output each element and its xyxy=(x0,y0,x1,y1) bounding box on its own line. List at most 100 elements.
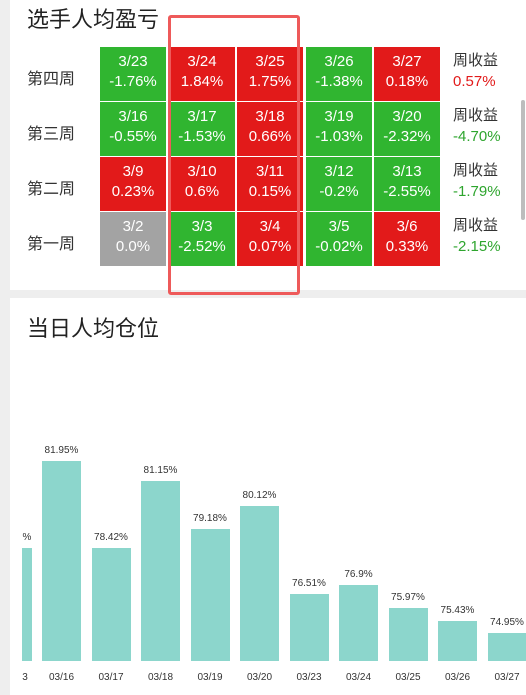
day-cell: 3/12 -0.2% xyxy=(306,157,372,211)
day-cell: 3/6 0.33% xyxy=(374,212,440,266)
day-date: 3/16 xyxy=(118,108,148,125)
highlight-box xyxy=(168,15,300,295)
bar-value-label: 78.42% xyxy=(94,531,128,543)
bar-value-label: 81.95% xyxy=(44,444,79,456)
day-cell: 3/25 1.75% xyxy=(237,47,303,101)
scrollbar[interactable] xyxy=(521,100,525,220)
day-cell: 3/26 -1.38% xyxy=(306,47,372,101)
day-date: 3/4 xyxy=(259,218,281,235)
day-profit: -0.02% xyxy=(315,238,363,255)
day-profit: 0.6% xyxy=(184,183,220,200)
day-date: 3/19 xyxy=(324,108,354,125)
x-tick-label: 03/23 xyxy=(296,672,322,683)
day-profit: 0.07% xyxy=(248,238,292,255)
week-label: 第四周 xyxy=(27,71,76,88)
bar-value-label: 75.97% xyxy=(391,591,425,603)
bar xyxy=(289,594,329,661)
day-date: 3/27 xyxy=(392,53,422,70)
x-tick-label: 03/17 xyxy=(98,672,124,683)
day-profit: 1.84% xyxy=(180,73,224,90)
day-date: 3/24 xyxy=(187,53,217,70)
bar xyxy=(91,547,131,661)
x-tick-label: 03/18 xyxy=(147,672,174,683)
bar-value-label: 80.12% xyxy=(242,489,277,501)
day-date: 3/23 xyxy=(118,53,148,70)
day-date: 3/18 xyxy=(255,108,285,125)
day-profit: -0.55% xyxy=(109,128,157,145)
weekly-return-value: -4.70% xyxy=(453,128,501,145)
day-profit: -1.38% xyxy=(315,73,363,90)
bar-value-label: 76.51% xyxy=(292,578,326,590)
day-cell: 3/13 -2.55% xyxy=(374,157,440,211)
day-profit: -1.03% xyxy=(315,128,363,145)
x-tick-label: 03/25 xyxy=(395,672,421,683)
x-tick-label: 03/27 xyxy=(494,672,520,683)
day-cell: 3/16 -0.55% xyxy=(100,102,166,156)
day-cell: 3/17 -1.53% xyxy=(169,102,235,156)
x-tick-label: 03/24 xyxy=(345,672,372,683)
day-cell: 3/11 0.15% xyxy=(237,157,303,211)
bar xyxy=(190,528,230,661)
bar xyxy=(141,480,180,661)
x-tick-label: 03/26 xyxy=(444,672,471,683)
day-cell: 3/24 1.84% xyxy=(169,47,235,101)
day-date: 3/26 xyxy=(324,53,354,70)
bar xyxy=(42,460,81,661)
week-label: 第一周 xyxy=(27,236,76,253)
weekly-return: 周收益 -2.15% xyxy=(453,215,501,257)
bar-value-label: 79.18% xyxy=(193,512,227,524)
day-cell: 3/2 0.0% xyxy=(100,212,166,266)
day-cell: 3/19 -1.03% xyxy=(306,102,372,156)
day-profit: 0.15% xyxy=(248,183,292,200)
day-date: 3/2 xyxy=(122,218,144,235)
weekly-return-value: 0.57% xyxy=(453,73,496,90)
day-cell: 3/23 -1.76% xyxy=(100,47,166,101)
bar-value-label: 74.95% xyxy=(490,616,524,628)
bar-value-label: % xyxy=(22,532,32,544)
day-date: 3/12 xyxy=(324,163,354,180)
day-cell: 3/9 0.23% xyxy=(100,157,166,211)
weekly-return-value: -2.15% xyxy=(453,238,501,255)
weekly-return: 周收益 -1.79% xyxy=(453,160,501,202)
day-profit: -2.52% xyxy=(178,238,226,255)
x-tick-label: 03/20 xyxy=(246,672,273,683)
day-profit: 0.18% xyxy=(385,73,429,90)
x-tick-label: 03/16 xyxy=(48,672,75,683)
bar xyxy=(339,584,378,661)
weekly-return-value: -1.79% xyxy=(453,183,501,200)
day-date: 3/6 xyxy=(396,218,418,235)
weekly-return-label: 周收益 xyxy=(453,52,499,69)
bar xyxy=(487,632,526,661)
day-cell: 3/10 0.6% xyxy=(169,157,235,211)
day-date: 3/11 xyxy=(255,163,285,180)
bar-partial xyxy=(22,548,32,661)
day-date: 3/25 xyxy=(255,53,285,70)
bar xyxy=(388,607,428,661)
day-date: 3/20 xyxy=(392,108,422,125)
day-cell: 3/3 -2.52% xyxy=(169,212,235,266)
day-profit: -2.55% xyxy=(383,183,431,200)
day-date: 3/5 xyxy=(328,218,350,235)
day-date: 3/17 xyxy=(187,108,217,125)
week-label: 第三周 xyxy=(27,126,76,143)
weekly-return: 周收益 -4.70% xyxy=(453,105,501,147)
weekly-return: 周收益 0.57% xyxy=(453,50,498,92)
weekly-return-label: 周收益 xyxy=(453,162,499,179)
day-profit: 0.66% xyxy=(248,128,292,145)
day-date: 3/10 xyxy=(187,163,217,180)
day-cell: 3/5 -0.02% xyxy=(306,212,372,266)
day-profit: 1.75% xyxy=(248,73,292,90)
day-date: 3/9 xyxy=(122,163,144,180)
x-tick-label: 03/19 xyxy=(197,672,223,683)
day-date: 3/3 xyxy=(191,218,213,235)
day-date: 3/13 xyxy=(392,163,422,180)
day-cell: 3/27 0.18% xyxy=(374,47,440,101)
day-profit: -1.53% xyxy=(178,128,226,145)
day-cell: 3/4 0.07% xyxy=(237,212,303,266)
day-profit: 0.0% xyxy=(115,238,151,255)
bar-value-label: 76.9% xyxy=(344,568,373,580)
position-section-title: 当日人均仓位 xyxy=(27,316,160,341)
weekly-return-label: 周收益 xyxy=(453,217,499,234)
bar-value-label: 81.15% xyxy=(143,464,178,476)
day-profit: -0.2% xyxy=(319,183,359,200)
